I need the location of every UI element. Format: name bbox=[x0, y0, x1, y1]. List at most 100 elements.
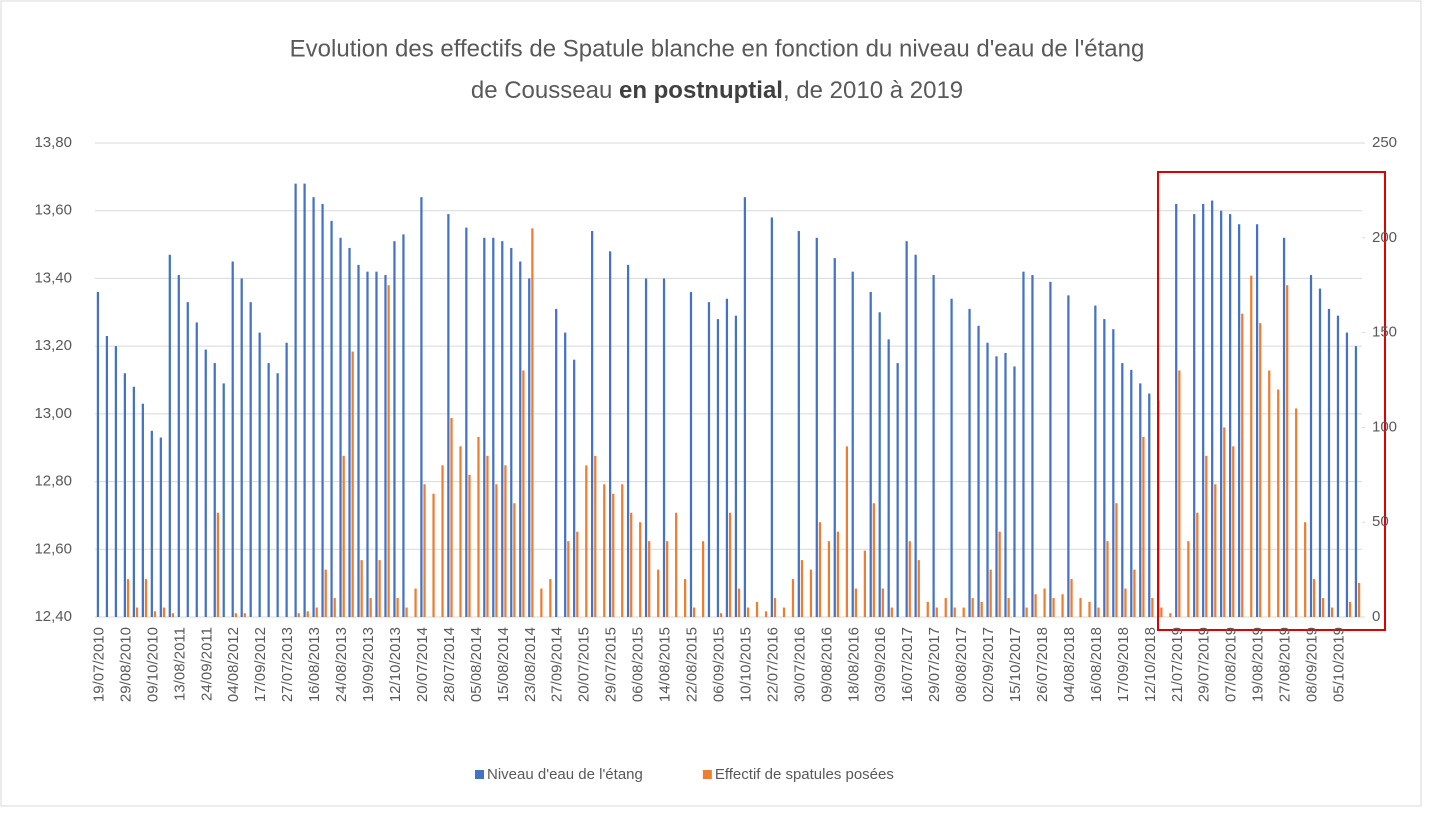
title-part: , de 2010 à 2019 bbox=[783, 77, 963, 104]
bar bbox=[339, 237, 342, 618]
bar bbox=[168, 254, 171, 617]
bar bbox=[378, 560, 381, 617]
bar bbox=[666, 541, 669, 617]
bar bbox=[1202, 203, 1205, 617]
bar bbox=[1097, 607, 1100, 617]
bar bbox=[639, 522, 642, 617]
y2-tick-label: 0 bbox=[1372, 608, 1380, 625]
title-part: de Cousseau bbox=[471, 77, 619, 104]
bar bbox=[1348, 601, 1352, 617]
bar bbox=[621, 484, 624, 617]
bar bbox=[486, 455, 489, 617]
bar bbox=[851, 271, 854, 617]
bar bbox=[944, 598, 947, 617]
x-tick-label: 03/09/2016 bbox=[872, 627, 889, 702]
chart-title-line-1: Evolution des effectifs de Spatule blanc… bbox=[290, 35, 1145, 62]
bar bbox=[414, 588, 417, 617]
bar bbox=[1304, 522, 1307, 617]
legend-label: Niveau d'eau de l'étang bbox=[487, 766, 643, 783]
bar bbox=[492, 237, 495, 618]
x-tick-label: 16/08/2018 bbox=[1088, 627, 1105, 702]
bar bbox=[1007, 598, 1010, 617]
bar bbox=[276, 373, 279, 617]
bar bbox=[719, 613, 723, 617]
bar bbox=[989, 569, 992, 617]
bar bbox=[773, 598, 777, 617]
bar bbox=[608, 251, 612, 618]
bar bbox=[1255, 224, 1259, 617]
x-tick-label: 27/08/2019 bbox=[1277, 627, 1294, 702]
bar bbox=[1286, 285, 1289, 617]
x-tick-label: 15/10/2017 bbox=[1007, 627, 1024, 702]
bar bbox=[528, 278, 531, 617]
bar bbox=[1241, 313, 1244, 617]
bar bbox=[1022, 271, 1025, 617]
bar bbox=[782, 607, 786, 617]
bar bbox=[764, 611, 768, 617]
x-tick-label: 17/09/2018 bbox=[1115, 627, 1132, 702]
bar bbox=[504, 465, 507, 617]
bar bbox=[962, 607, 965, 617]
bar bbox=[1268, 370, 1271, 617]
bar bbox=[657, 569, 660, 617]
bar bbox=[1345, 332, 1349, 617]
x-tick-label: 15/08/2014 bbox=[495, 627, 512, 702]
bar bbox=[971, 598, 974, 617]
bar bbox=[890, 607, 893, 617]
bar bbox=[1354, 346, 1358, 617]
y-tick-label: 13,00 bbox=[34, 405, 72, 422]
bar bbox=[612, 493, 615, 617]
x-tick-label: 05/10/2019 bbox=[1331, 627, 1348, 702]
x-tick-label: 05/08/2014 bbox=[468, 627, 485, 702]
y2-tick-label: 150 bbox=[1372, 324, 1397, 341]
bar bbox=[1327, 308, 1331, 617]
bar bbox=[447, 214, 450, 617]
bar bbox=[495, 484, 498, 617]
x-tick-label: 24/08/2013 bbox=[333, 627, 350, 702]
x-tick-label: 09/10/2010 bbox=[144, 627, 161, 702]
bar bbox=[1031, 275, 1034, 617]
bar bbox=[330, 220, 333, 617]
bar bbox=[1237, 224, 1241, 617]
bar bbox=[114, 346, 118, 617]
bar bbox=[555, 308, 558, 617]
x-tick-label: 07/08/2019 bbox=[1223, 627, 1240, 702]
bar bbox=[150, 430, 153, 617]
bar bbox=[662, 278, 666, 617]
bar bbox=[1148, 393, 1151, 617]
bar bbox=[1121, 363, 1124, 617]
bar bbox=[1309, 275, 1313, 617]
bar bbox=[483, 237, 486, 618]
bar bbox=[549, 579, 552, 617]
y-tick-label: 12,80 bbox=[34, 473, 72, 490]
bar bbox=[348, 247, 351, 617]
bar bbox=[737, 588, 741, 617]
bar bbox=[926, 601, 929, 617]
bar bbox=[1193, 214, 1196, 617]
bar bbox=[908, 541, 911, 617]
bar bbox=[231, 261, 234, 617]
x-tick-label: 13/08/2011 bbox=[171, 627, 188, 701]
bar bbox=[519, 261, 522, 617]
x-tick-label: 06/09/2015 bbox=[710, 627, 727, 702]
bar bbox=[833, 258, 836, 617]
y-tick-label: 13,80 bbox=[34, 134, 72, 151]
x-tick-label: 22/08/2015 bbox=[684, 627, 701, 702]
x-tick-label: 29/08/2010 bbox=[117, 627, 134, 702]
bar bbox=[935, 607, 938, 617]
bar bbox=[1175, 203, 1178, 617]
x-tick-label: 29/07/2015 bbox=[603, 627, 620, 702]
bar bbox=[234, 613, 237, 617]
bar bbox=[845, 446, 849, 617]
bar bbox=[303, 183, 306, 617]
bar bbox=[567, 541, 570, 617]
x-tick-label: 09/08/2016 bbox=[818, 627, 835, 702]
title-part-bold: en postnuptial bbox=[619, 77, 783, 104]
bar bbox=[1205, 455, 1208, 617]
bar bbox=[384, 275, 387, 617]
bar bbox=[144, 579, 148, 617]
bar bbox=[746, 607, 750, 617]
bar bbox=[243, 613, 246, 617]
